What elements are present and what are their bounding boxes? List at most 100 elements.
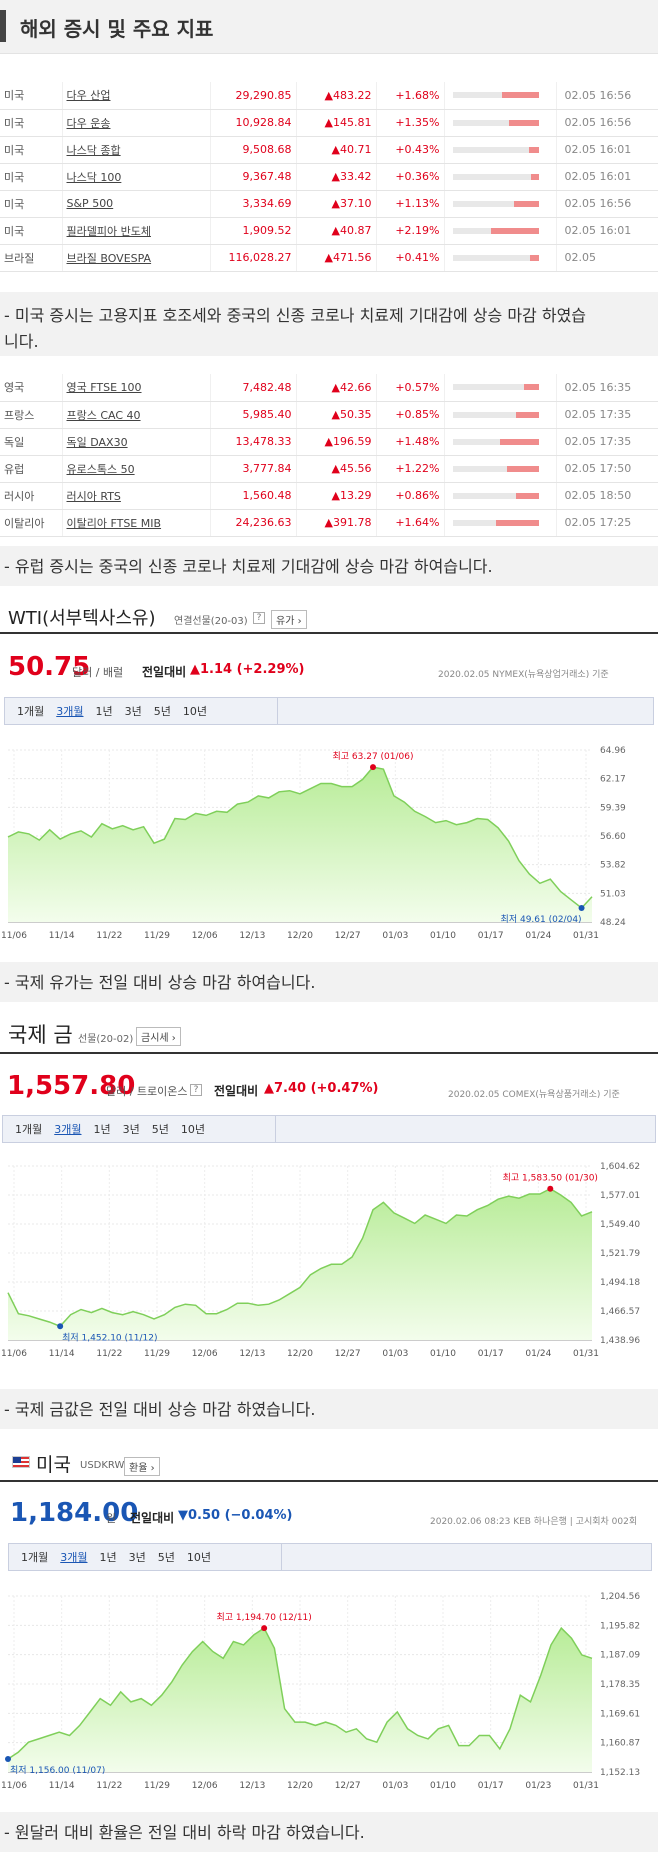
index-change-pct: +1.64% [375, 509, 444, 537]
gold-unit: 달러 / 트로이온스 [106, 1085, 188, 1098]
index-name-link[interactable]: 러시아 RTS [61, 482, 210, 510]
period-tab[interactable]: 3년 [124, 705, 142, 718]
change-bar-track [452, 384, 539, 391]
period-tab[interactable]: 3개월 [60, 1551, 88, 1564]
index-name-link[interactable]: 브라질 BOVESPA [61, 244, 210, 272]
period-tab[interactable]: 3년 [122, 1123, 140, 1136]
low-annotation: 최저 1,452.10 (11/12) [62, 1332, 157, 1343]
usd-divider [0, 1480, 658, 1482]
help-icon[interactable]: ? [253, 612, 265, 624]
y-tick-label: 1,549.40 [600, 1220, 640, 1230]
index-time: 02.05 16:01 [555, 163, 658, 191]
index-name-link[interactable]: 필라델피아 반도체 [61, 217, 210, 245]
wti-subtitle: 연결선물(20-03) [174, 616, 248, 627]
country-cell: 미국 [0, 109, 62, 137]
wti-period-tabs: 1개월 3개월 1년 3년 5년 10년 [4, 697, 654, 725]
wti-price: 50.75 [8, 652, 91, 682]
y-tick-label: 1,494.18 [600, 1278, 640, 1288]
period-tab[interactable]: 1개월 [15, 1123, 43, 1136]
x-tick-label: 01/31 [573, 931, 599, 941]
index-name-link[interactable]: S&P 500 [61, 190, 210, 218]
index-change-pct: +2.19% [375, 217, 444, 245]
gold-price-button[interactable]: 금시세 › [136, 1027, 181, 1046]
high-annotation: 최고 1,194.70 (12/11) [216, 1612, 311, 1623]
table-row: 러시아 러시아 RTS 1,560.48 ▲13.29 +0.86% 02.05 18:5… [0, 482, 658, 510]
period-tab[interactable]: 1개월 [17, 705, 45, 718]
country-cell: 독일 [0, 428, 62, 456]
x-tick-label: 12/06 [192, 1781, 218, 1791]
wti-diff-label: 전일대비 [142, 665, 187, 679]
high-annotation: 최고 63.27 (01/06) [332, 751, 413, 762]
eu-index-table: 영국 영국 FTSE 100 7,482.48 ▲42.66 +0.57% 02.05 1… [0, 374, 658, 537]
period-tab[interactable]: 1년 [93, 1123, 111, 1136]
usd-price: 1,184.00 [10, 1498, 139, 1528]
usd-diff-label: 전일대비 [130, 1511, 175, 1525]
usd-diff: ▼0.50 (−0.04%) [178, 1508, 293, 1523]
exchange-rate-button[interactable]: 환율 › [124, 1457, 160, 1476]
change-bar [443, 401, 556, 429]
change-bar-track [452, 411, 539, 418]
x-tick-label: 12/20 [287, 1349, 313, 1359]
wti-unit: 달러 / 배럴 [72, 666, 124, 679]
change-bar [443, 82, 556, 110]
change-bar-track [452, 119, 539, 126]
change-bar-track [452, 492, 539, 499]
index-change: ▲33.42 [295, 163, 376, 191]
series-line [7, 1626, 593, 1760]
period-tab[interactable]: 10년 [182, 705, 207, 718]
gold-chart: 1,604.62 1,577.01 1,549.40 1,521.79 1,494.18… [1, 1162, 640, 1359]
x-tick-label: 01/03 [382, 931, 408, 941]
table-row: 독일 독일 DAX30 13,478.33 ▲196.59 +1.48% 02.05 17… [0, 428, 658, 456]
gold-price: 1,557.80 [7, 1071, 136, 1101]
change-bar [443, 109, 556, 137]
change-bar-track [452, 92, 539, 99]
period-tab[interactable]: 1개월 [21, 1551, 49, 1564]
period-tab[interactable]: 1년 [99, 1551, 117, 1564]
index-change-pct: +1.48% [375, 428, 444, 456]
x-tick-label: 01/31 [573, 1781, 599, 1791]
index-value: 29,290.85 [209, 82, 296, 110]
help-icon[interactable]: ? [190, 1084, 202, 1096]
period-tab[interactable]: 3개월 [54, 1123, 82, 1136]
y-tick-label: 1,187.09 [600, 1651, 640, 1661]
period-tab[interactable]: 3년 [128, 1551, 146, 1564]
table-row: 브라질 브라질 BOVESPA 116,028.27 ▲471.56 +0.41% 02.… [0, 244, 658, 272]
index-value: 24,236.63 [209, 509, 296, 537]
country-cell: 이탈리아 [0, 509, 62, 537]
period-tab[interactable]: 5년 [153, 705, 171, 718]
index-name-link[interactable]: 나스닥 종합 [61, 136, 210, 164]
index-name-link[interactable]: 유로스톡스 50 [61, 455, 210, 483]
series-line [7, 1187, 593, 1328]
note-wti: - 국제 유가는 전일 대비 상승 마감 하여습니다. [4, 973, 316, 992]
wti-divider [0, 632, 658, 634]
index-name-link[interactable]: 프랑스 CAC 40 [61, 401, 210, 429]
index-name-link[interactable]: 이탈리아 FTSE MIB [61, 509, 210, 537]
table-row: 미국 S&P 500 3,334.69 ▲37.10 +1.13% 02.05 16:56 [0, 190, 658, 218]
index-name-link[interactable]: 나스닥 100 [61, 163, 210, 191]
series-line [7, 766, 593, 910]
note-us-box [0, 292, 658, 356]
country-cell: 영국 [0, 374, 62, 402]
index-name-link[interactable]: 독일 DAX30 [61, 428, 210, 456]
index-name-link[interactable]: 영국 FTSE 100 [61, 374, 210, 402]
x-tick-label: 11/29 [144, 1349, 170, 1359]
gold-title: 국제 금 [8, 1023, 73, 1047]
period-tab[interactable]: 10년 [186, 1551, 211, 1564]
index-name-link[interactable]: 다우 운송 [61, 109, 210, 137]
period-tab[interactable]: 10년 [180, 1123, 205, 1136]
index-value: 5,985.40 [209, 401, 296, 429]
period-tab[interactable]: 1년 [95, 705, 113, 718]
x-tick-label: 11/14 [49, 1349, 75, 1359]
oil-price-button[interactable]: 유가 › [271, 610, 307, 629]
y-tick-label: 1,169.61 [600, 1709, 640, 1719]
note-gold-box [0, 1389, 658, 1429]
index-change-pct: +0.43% [375, 136, 444, 164]
period-tab[interactable]: 3개월 [56, 705, 84, 718]
wti-source: 2020.02.05 NYMEX(뉴욕상업거래소) 기준 [438, 670, 609, 680]
change-bar [443, 136, 556, 164]
index-name-link[interactable]: 다우 산업 [61, 82, 210, 110]
period-tab[interactable]: 5년 [151, 1123, 169, 1136]
period-tab[interactable]: 5년 [157, 1551, 175, 1564]
y-tick-label: 1,438.96 [600, 1336, 640, 1346]
x-tick-label: 01/17 [478, 931, 504, 941]
